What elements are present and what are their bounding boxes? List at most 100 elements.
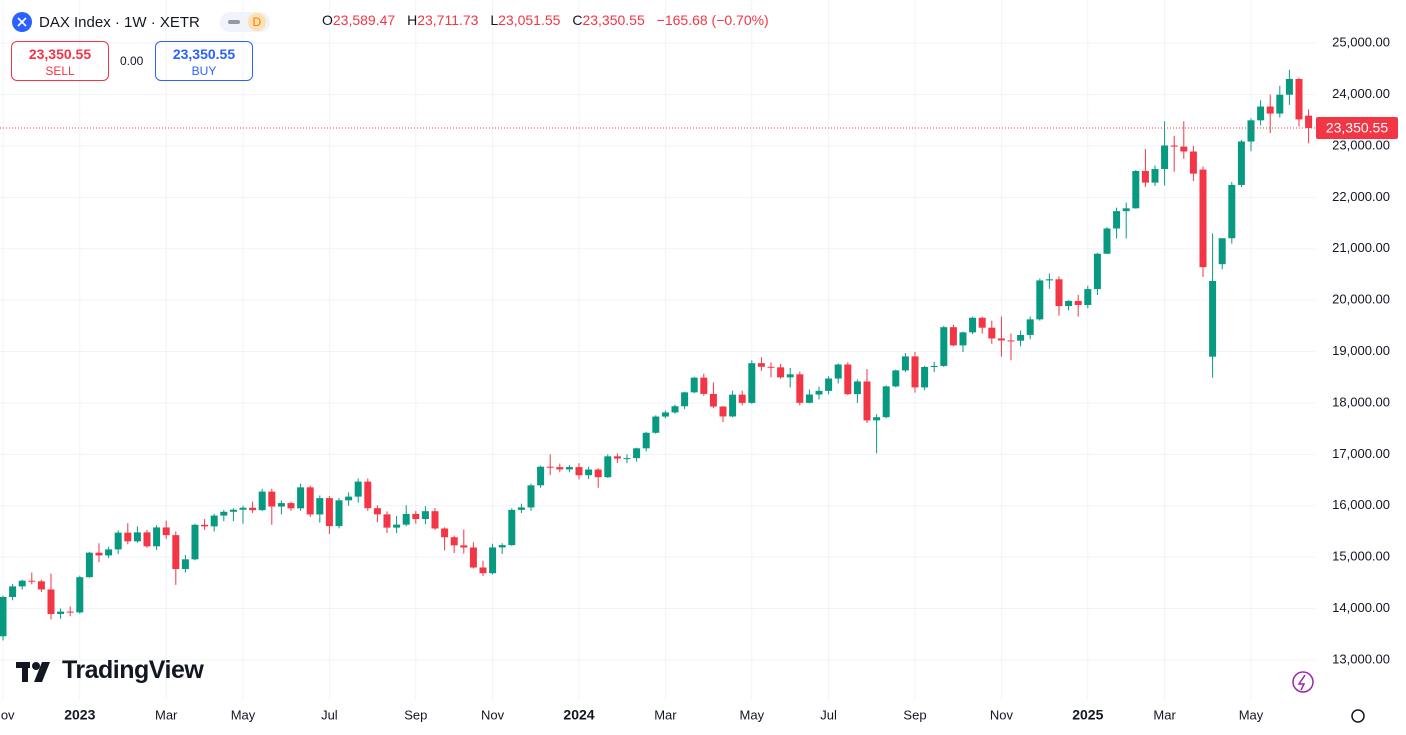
buy-label: BUY <box>191 64 217 78</box>
candle-body <box>66 611 74 613</box>
candle-body <box>441 528 449 538</box>
candle-body <box>786 374 794 378</box>
candle-body <box>393 524 401 528</box>
x-tick-label: Jul <box>321 707 338 722</box>
candle-body <box>306 487 314 515</box>
candle-body <box>681 392 689 407</box>
y-tick-label: 17,000.00 <box>1332 446 1390 461</box>
candle-body <box>825 378 833 391</box>
candle-body <box>767 366 775 368</box>
sell-button[interactable]: 23,350.55 SELL <box>11 41 109 81</box>
candle-body <box>1122 208 1130 212</box>
candle-body <box>815 390 823 395</box>
candle-body <box>1266 106 1274 114</box>
candle-body <box>757 363 765 367</box>
candle-body <box>460 545 468 548</box>
change: −165.68 (−0.70%) <box>656 12 769 28</box>
y-tick-label: 22,000.00 <box>1332 189 1390 204</box>
brand-icon <box>16 662 50 682</box>
candle-body <box>421 511 429 520</box>
candle-body <box>729 394 737 417</box>
candle-body <box>556 467 564 470</box>
candle-body <box>873 417 881 421</box>
candle-body <box>1045 279 1053 281</box>
candle-body <box>527 485 535 508</box>
candle-body <box>796 374 804 403</box>
candle-body <box>153 527 161 547</box>
candle-body <box>268 491 276 507</box>
candle-body <box>47 589 55 615</box>
candle-body <box>882 386 890 418</box>
candle-body <box>853 381 861 395</box>
candle-body <box>249 507 257 511</box>
indicator-bolt <box>1297 674 1306 691</box>
candle-body <box>287 503 295 509</box>
indicator-icon[interactable] <box>1292 671 1314 693</box>
candle-body <box>844 364 852 395</box>
candle-body <box>969 317 977 333</box>
candle-body <box>354 481 362 497</box>
symbol-title: DAX Index · 1W · XETR <box>39 13 200 31</box>
candle-body <box>1276 94 1284 114</box>
ohlc-value: 23,711.73 <box>417 12 479 28</box>
candle-body <box>863 381 871 421</box>
candle-body <box>546 466 554 468</box>
candle-body <box>431 511 439 529</box>
candle-body <box>0 597 7 637</box>
sell-label: SELL <box>45 64 75 78</box>
candle-body <box>1161 145 1169 170</box>
candle-body <box>834 364 842 379</box>
candle-body <box>498 545 506 548</box>
candle-body <box>412 513 420 520</box>
candle-body <box>85 552 93 578</box>
candle-body <box>229 509 237 512</box>
candle-body <box>335 500 343 527</box>
candle-body <box>143 532 151 547</box>
ohlc-value: 23,350.55 <box>582 12 645 28</box>
candle-body <box>709 393 717 407</box>
last-price-tag <box>1316 116 1398 139</box>
y-tick-label: 19,000.00 <box>1332 343 1390 358</box>
candle-body <box>1026 319 1034 335</box>
x-tick-label: May <box>231 707 256 722</box>
candle-body <box>719 406 727 417</box>
y-tick-label: 16,000.00 <box>1332 497 1390 512</box>
candle-body <box>105 549 113 556</box>
candle-body <box>479 567 487 574</box>
buy-button[interactable]: 23,350.55 BUY <box>155 41 253 81</box>
ohlc-legend: O23,589.47 H23,711.73 L23,051.55 C23,350… <box>322 12 777 28</box>
candle-body <box>114 532 122 550</box>
candle-body <box>1199 169 1207 268</box>
candle-body <box>652 416 660 433</box>
candle-body <box>28 580 36 582</box>
candle-body <box>1170 145 1178 147</box>
candle-body <box>383 514 391 528</box>
x-tick-label: Nov <box>0 707 15 722</box>
ohlc-key: H <box>407 12 418 28</box>
candle-body <box>537 466 545 486</box>
status-badge[interactable]: D <box>219 12 270 32</box>
candle-body <box>1141 170 1149 183</box>
candle-body <box>37 581 45 590</box>
ohlc-value: 23,589.47 <box>332 12 396 28</box>
candle-body <box>575 467 583 476</box>
x-tick-label: May <box>740 707 765 722</box>
x-tick-label: 2023 <box>64 707 95 723</box>
candle-body <box>124 532 132 542</box>
sell-price: 23,350.55 <box>28 46 92 62</box>
candle-body <box>325 498 333 527</box>
symbol-icon <box>12 12 32 32</box>
candle-body <box>613 456 621 459</box>
candle-body <box>172 535 180 570</box>
candle-body <box>633 448 641 459</box>
settings-icon[interactable] <box>1351 709 1365 723</box>
candle-body <box>345 496 353 501</box>
candle-body <box>901 356 909 371</box>
y-tick-label: 20,000.00 <box>1332 292 1390 307</box>
candle-body <box>277 503 285 507</box>
candle-body <box>1218 238 1226 265</box>
candle-body <box>988 327 996 339</box>
candle-body <box>1084 289 1092 305</box>
x-tick-label: Mar <box>155 707 178 722</box>
